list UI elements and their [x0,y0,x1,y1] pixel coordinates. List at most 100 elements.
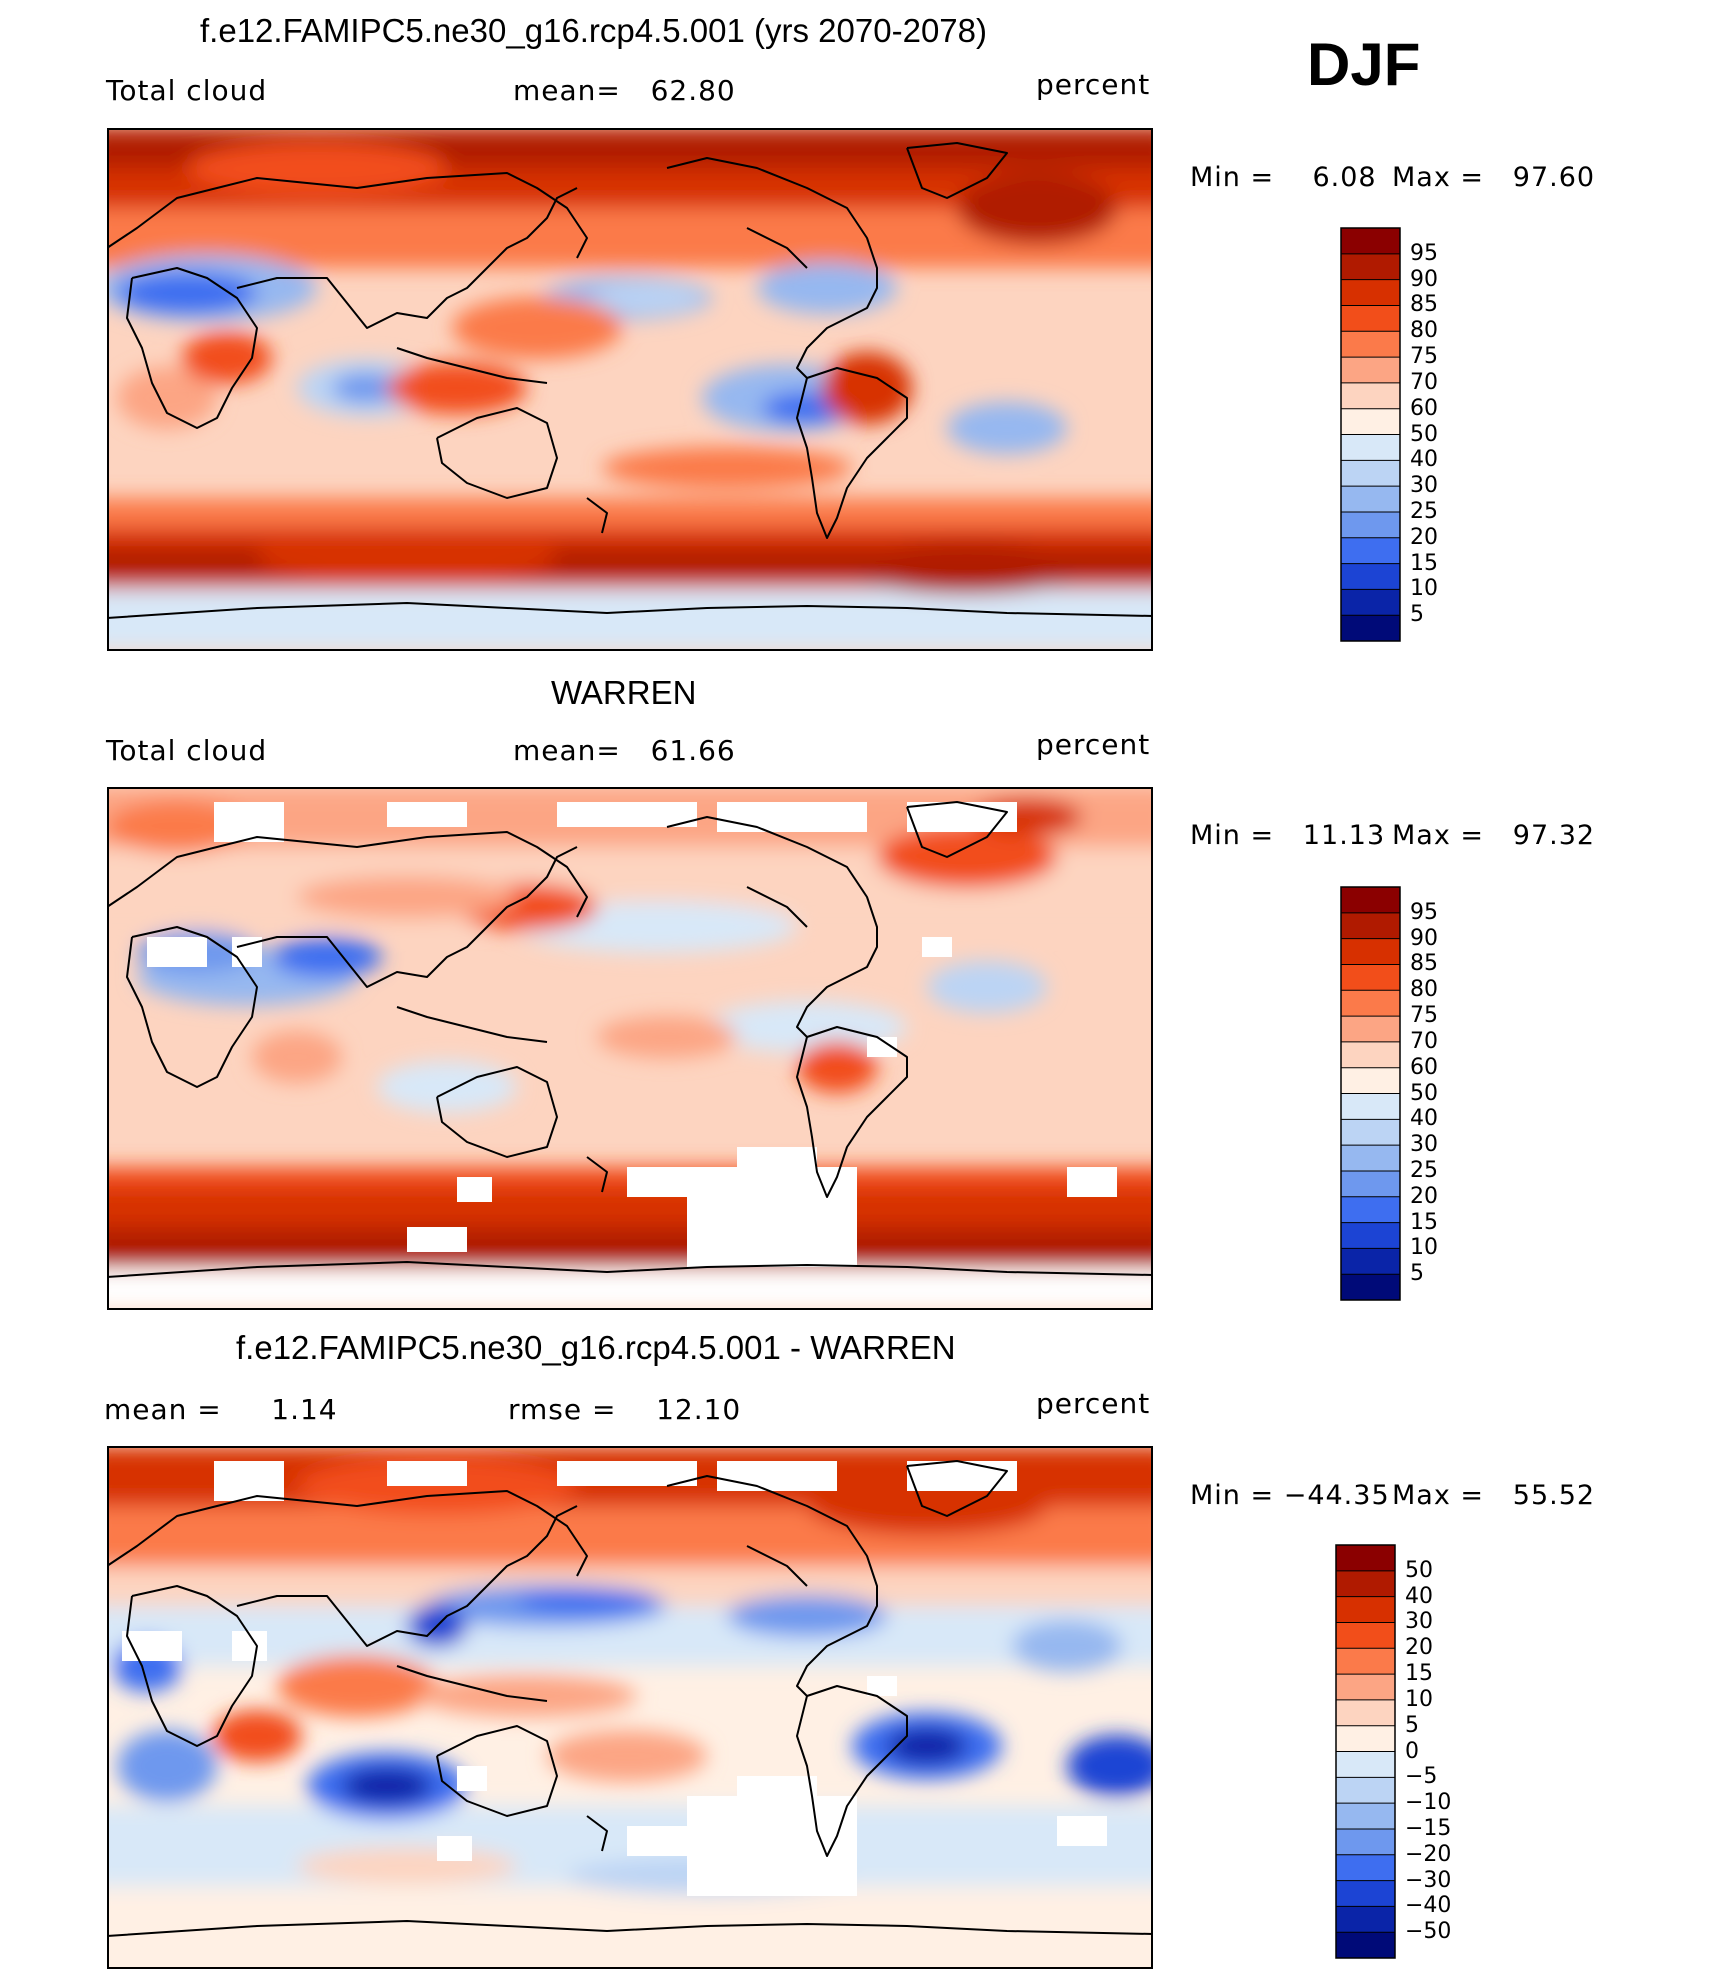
field-region [727,1595,887,1637]
coastline [666,157,878,379]
panel-1-units-label: percent [1036,68,1151,101]
missing-data-cell [922,937,952,957]
field-region [757,262,897,314]
panel-3-max-label: Max = 55.52 [1392,1480,1596,1511]
colorbar-tick-label: −10 [1405,1790,1452,1816]
coastline [436,407,558,499]
panel-1-map [107,128,1153,651]
field-band [107,1227,1153,1267]
colorbar-tick-label: 80 [1410,318,1438,344]
field-region [957,172,1117,244]
coastline [236,846,578,988]
panel-2-min-label: Min = 11.13 [1190,820,1386,851]
colorbar-swatch [1341,1145,1400,1172]
colorbar-swatch [1341,887,1400,914]
colorbar-swatch [1341,434,1400,461]
panel-3-min-label: Min = −44.35 [1190,1480,1390,1511]
colorbar-swatch [1336,1570,1395,1598]
colorbar-tick-label: 60 [1410,395,1438,421]
colorbar-swatch [1341,1041,1400,1069]
coastline [126,267,258,429]
colorbar-swatch [1336,1699,1395,1727]
field-region [497,217,637,259]
field-band [107,1270,1153,1310]
colorbar-tick-label: 20 [1405,1635,1433,1661]
panel-3-map [107,1446,1153,1969]
colorbar-tick-label: 50 [1410,421,1438,447]
coastline [796,367,908,539]
missing-data-cell [627,1826,687,1856]
colorbar-swatch [1336,1674,1395,1701]
missing-data-cell [437,1836,472,1861]
coastline [796,1026,908,1198]
missing-data-cell [1067,1167,1117,1197]
field-region [517,1587,657,1615]
field-region [257,534,557,582]
missing-data-cell [687,1796,857,1896]
coastline [396,347,548,384]
coastline [396,1006,548,1043]
field-region [807,1477,1047,1535]
colorbar-swatch [1341,305,1400,332]
colorbar-tick-label: 15 [1405,1661,1433,1687]
field-region [117,1730,217,1802]
missing-data-cell [387,1461,467,1486]
map-frame [107,787,1153,1310]
missing-data-cell [907,1461,1017,1491]
colorbar-swatch [1341,615,1400,642]
missing-data-cell [557,802,697,827]
colorbar-swatch [1336,1880,1395,1907]
colorbar-tick-label: 60 [1410,1054,1438,1080]
field-region [107,801,247,853]
colorbar-svg [1340,886,1401,1301]
colorbar-swatch [1341,589,1400,616]
colorbar-swatch [1336,1803,1395,1830]
colorbar-tick-label: −5 [1405,1764,1438,1790]
panel-1-max-label: Max = 97.60 [1392,162,1596,193]
field-region [452,297,622,359]
coastline [396,1665,548,1702]
colorbar-swatch [1341,486,1400,513]
colorbar-tick-label: 80 [1410,977,1438,1003]
missing-data-cell [717,802,867,832]
coastline [436,1725,558,1817]
field-region [602,447,852,489]
colorbar-tick-label: 25 [1410,498,1438,524]
colorbar-swatch [1341,1274,1400,1301]
colorbar-swatch [1341,1170,1400,1198]
coastline [107,1261,1153,1278]
panel-3-mean-label: mean = 1.14 [104,1393,338,1426]
colorbar-tick-label: 90 [1410,266,1438,292]
colorbar-swatch [1341,1119,1400,1146]
panel-3-units-label: percent [1036,1387,1151,1420]
colorbar-tick-label: 0 [1405,1738,1419,1764]
missing-data-cell [687,1167,857,1267]
colorbar-swatch [1341,938,1400,965]
coastline [906,1460,1008,1517]
missing-data-cell [214,1461,284,1501]
colorbar-swatch [1336,1545,1395,1572]
coastline [746,227,808,269]
colorbar-swatch [1341,408,1400,435]
field-region [252,1031,342,1083]
colorbar-tick-label: 20 [1410,524,1438,550]
colorbar-swatch [1341,990,1400,1017]
field-region [547,1730,707,1782]
colorbar-swatch [1341,228,1400,255]
colorbar-tick-label: 40 [1410,447,1438,473]
field-region [1012,1620,1122,1672]
colorbar-tick-label: 25 [1410,1157,1438,1183]
colorbar-svg [1335,1544,1396,1959]
colorbar-tick-label: 95 [1410,899,1438,925]
panel-2-units-label: percent [1036,728,1151,761]
panel-1-mean-label: mean= 62.80 [513,74,736,107]
colorbar-tick-label: 90 [1410,925,1438,951]
field-region [1067,1735,1153,1797]
field-region [187,142,447,194]
panel-1-left-label: Total cloud [106,74,268,107]
panel-1-title: f.e12.FAMIPC5.ne30_g16.rcp4.5.001 (yrs 2… [200,12,987,49]
colorbar-swatch [1341,253,1400,281]
colorbar-tick-label: 40 [1410,1106,1438,1132]
coastline [107,172,588,259]
colorbar-tick-label: 15 [1410,550,1438,576]
